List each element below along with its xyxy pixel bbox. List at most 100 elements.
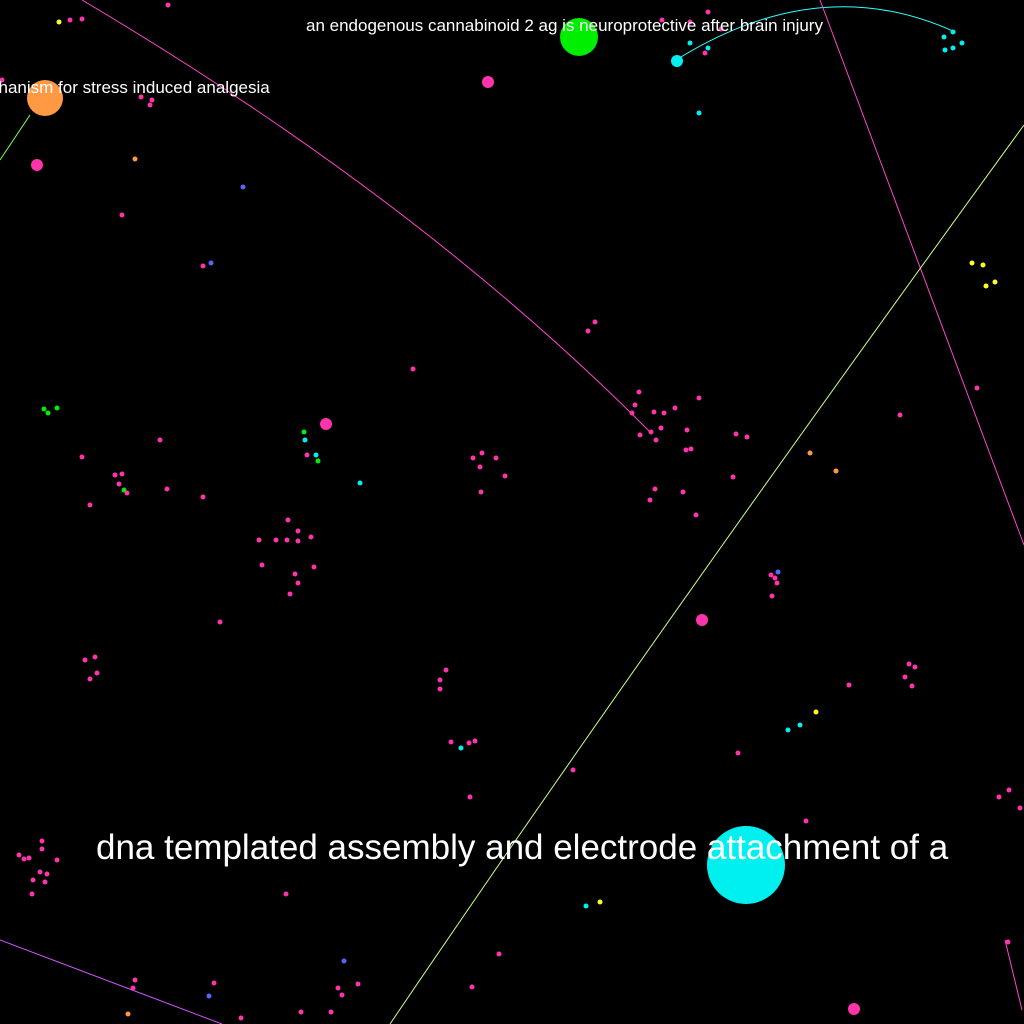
graph-node-128[interactable] xyxy=(39,846,45,852)
graph-node-103[interactable] xyxy=(94,670,100,676)
graph-node-93[interactable] xyxy=(217,619,223,625)
graph-node-10[interactable] xyxy=(687,40,693,46)
graph-node-135[interactable] xyxy=(30,877,36,883)
graph-node-31[interactable] xyxy=(992,279,998,285)
graph-node-23[interactable] xyxy=(200,263,206,269)
graph-node-68[interactable] xyxy=(200,494,206,500)
graph-node-125[interactable] xyxy=(1017,805,1023,811)
graph-node-37[interactable] xyxy=(651,409,657,415)
graph-node-99[interactable] xyxy=(774,580,780,586)
graph-node-129[interactable] xyxy=(16,852,22,858)
graph-node-7[interactable] xyxy=(718,26,724,32)
graph-node-41[interactable] xyxy=(629,410,635,416)
graph-node-94[interactable] xyxy=(807,450,813,456)
graph-node-24[interactable] xyxy=(208,260,214,266)
graph-node-148[interactable] xyxy=(355,981,361,987)
graph-node-63[interactable] xyxy=(116,481,122,487)
graph-node-26[interactable] xyxy=(592,319,598,325)
graph-node-120[interactable] xyxy=(472,738,478,744)
graph-node-2[interactable] xyxy=(79,16,85,22)
graph-node-5[interactable] xyxy=(687,19,693,25)
node-pink-bottom[interactable] xyxy=(848,1003,860,1015)
graph-node-108[interactable] xyxy=(906,661,912,667)
graph-node-104[interactable] xyxy=(87,676,93,682)
graph-node-82[interactable] xyxy=(295,528,301,534)
graph-node-1[interactable] xyxy=(67,17,73,23)
graph-node-131[interactable] xyxy=(26,855,32,861)
graph-node-22[interactable] xyxy=(119,212,125,218)
graph-node-55[interactable] xyxy=(693,512,699,518)
graph-node-51[interactable] xyxy=(730,474,736,480)
graph-node-87[interactable] xyxy=(256,537,262,543)
graph-node-45[interactable] xyxy=(653,437,659,443)
graph-node-138[interactable] xyxy=(283,891,289,897)
graph-node-3[interactable] xyxy=(165,2,171,8)
graph-node-96[interactable] xyxy=(775,569,781,575)
graph-node-136[interactable] xyxy=(42,879,48,885)
graph-node-106[interactable] xyxy=(437,677,443,683)
graph-node-139[interactable] xyxy=(597,899,603,905)
graph-node-39[interactable] xyxy=(672,405,678,411)
graph-node-89[interactable] xyxy=(292,571,298,577)
graph-node-114[interactable] xyxy=(797,722,803,728)
graph-node-147[interactable] xyxy=(335,985,341,991)
graph-node-8[interactable] xyxy=(702,50,708,56)
node-cyan-top[interactable] xyxy=(671,55,683,67)
graph-node-65[interactable] xyxy=(124,490,130,496)
graph-node-35[interactable] xyxy=(636,389,642,395)
graph-node-122[interactable] xyxy=(467,794,473,800)
graph-node-112[interactable] xyxy=(846,682,852,688)
graph-node-62[interactable] xyxy=(119,471,125,477)
graph-node-86[interactable] xyxy=(308,534,314,540)
graph-node-70[interactable] xyxy=(302,437,308,443)
graph-node-74[interactable] xyxy=(357,480,363,486)
graph-node-57[interactable] xyxy=(45,410,51,416)
graph-node-25[interactable] xyxy=(696,110,702,116)
graph-node-152[interactable] xyxy=(125,1011,131,1017)
graph-node-6[interactable] xyxy=(705,9,711,15)
graph-node-72[interactable] xyxy=(313,452,319,458)
graph-node-60[interactable] xyxy=(79,454,85,460)
graph-node-134[interactable] xyxy=(44,871,50,877)
graph-node-145[interactable] xyxy=(211,980,217,986)
graph-node-54[interactable] xyxy=(647,497,653,503)
node-pink-mid-right[interactable] xyxy=(696,614,708,626)
graph-node-9[interactable] xyxy=(705,45,711,51)
graph-node-91[interactable] xyxy=(311,564,317,570)
graph-node-75[interactable] xyxy=(470,455,476,461)
graph-node-140[interactable] xyxy=(583,903,589,909)
graph-node-105[interactable] xyxy=(443,667,449,673)
graph-node-20[interactable] xyxy=(132,156,138,162)
graph-node-44[interactable] xyxy=(658,425,664,431)
graph-node-144[interactable] xyxy=(132,977,138,983)
graph-node-146[interactable] xyxy=(130,985,136,991)
node-pink-top[interactable] xyxy=(482,76,494,88)
graph-node-58[interactable] xyxy=(54,405,60,411)
graph-node-21[interactable] xyxy=(240,184,246,190)
graph-node-61[interactable] xyxy=(112,472,118,478)
graph-node-127[interactable] xyxy=(39,838,45,844)
graph-node-17[interactable] xyxy=(149,97,155,103)
node-pink-center[interactable] xyxy=(320,418,332,430)
graph-node-132[interactable] xyxy=(54,857,60,863)
graph-node-0[interactable] xyxy=(56,19,62,25)
graph-node-100[interactable] xyxy=(769,593,775,599)
graph-node-111[interactable] xyxy=(909,683,915,689)
graph-node-130[interactable] xyxy=(21,856,27,862)
graph-node-118[interactable] xyxy=(458,745,464,751)
graph-node-124[interactable] xyxy=(996,794,1002,800)
graph-node-151[interactable] xyxy=(206,993,212,999)
graph-node-113[interactable] xyxy=(813,709,819,715)
graph-node-110[interactable] xyxy=(902,674,908,680)
graph-node-69[interactable] xyxy=(301,429,307,435)
graph-node-47[interactable] xyxy=(683,447,689,453)
graph-node-107[interactable] xyxy=(437,686,443,692)
graph-node-67[interactable] xyxy=(87,502,93,508)
graph-node-77[interactable] xyxy=(493,455,499,461)
graph-node-117[interactable] xyxy=(448,739,454,745)
graph-node-79[interactable] xyxy=(502,473,508,479)
graph-node-150[interactable] xyxy=(339,992,345,998)
graph-node-78[interactable] xyxy=(477,464,483,470)
graph-node-71[interactable] xyxy=(304,452,310,458)
graph-node-92[interactable] xyxy=(287,591,293,597)
